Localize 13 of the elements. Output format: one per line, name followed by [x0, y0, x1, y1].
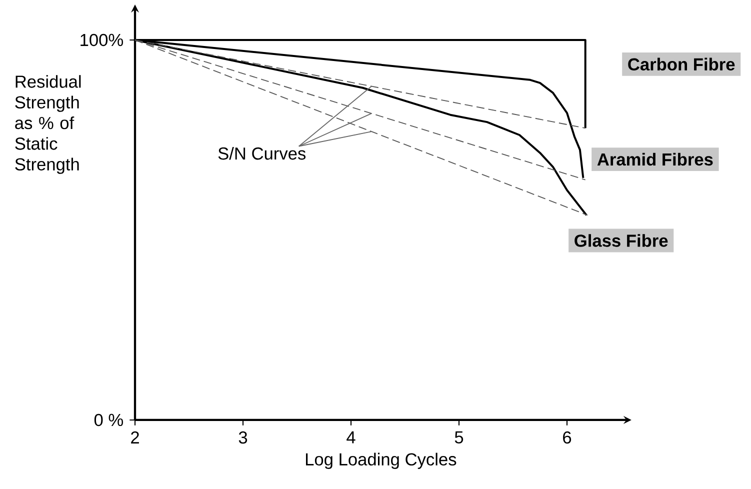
x-tick-label: 4 [346, 431, 356, 444]
x-tick-label: 5 [454, 431, 464, 444]
x-tick-label: 6 [563, 431, 572, 444]
series-label: Glass Fibre [574, 234, 668, 247]
x-tick-label: 2 [131, 431, 139, 444]
text: Carbon Fibre [628, 58, 735, 71]
x-axis-title: Log Loading Cycles [306, 452, 456, 469]
x-tick-label: 3 [238, 431, 248, 444]
y-tick-label: 0 % [94, 414, 124, 426]
y-axis-title: Residual Strength as % of Static Strength [15, 75, 81, 174]
y-tick-label: 100% [80, 34, 124, 46]
annotation: S/N Curves [218, 146, 306, 160]
series-label: Aramid Fibres [597, 152, 713, 166]
